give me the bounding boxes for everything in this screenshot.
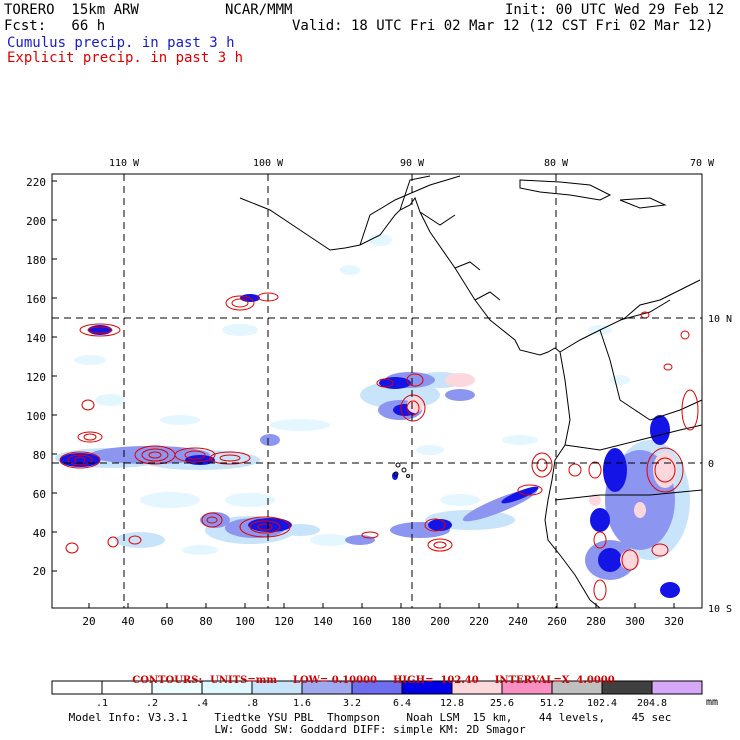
x-tick-label: 300 (625, 615, 645, 628)
x-tick-label: 220 (469, 615, 489, 628)
latitude-label: 0 (708, 459, 714, 470)
cumulus-precip-shading (55, 234, 690, 598)
x-tick-label: 40 (121, 615, 134, 628)
colorbar-labels: .1 .2 .4 .8 1.6 3.2 6.4 12.8 25.6 51.2 102.4 204.8 (96, 698, 667, 709)
init-time: Init: 00 UTC Wed 29 Feb 12 (505, 2, 725, 18)
colorbar-label: 12.8 (440, 698, 464, 709)
contour-units: UNITS=mm (210, 675, 277, 686)
colorbar-label: .4 (196, 698, 208, 709)
model-title: TORERO 15km ARW (4, 2, 139, 18)
colorbar-cell (651, 680, 703, 695)
y-tick-label: 60 (33, 488, 46, 501)
x-tick-label: 280 (586, 615, 606, 628)
x-tick-label: 60 (160, 615, 173, 628)
latitude-labels: 10 N 0 10 S (708, 314, 732, 615)
longitude-labels: 110 W 100 W 90 W 80 W 70 W (109, 158, 715, 169)
contour-title: CONTOURS: (132, 675, 203, 686)
y-tick-label: 160 (26, 293, 46, 306)
valid-time: Valid: 18 UTC Fri 02 Mar 12 (12 CST Fri … (292, 18, 714, 34)
x-tick-label: 120 (274, 615, 294, 628)
colorbar-label: .2 (146, 698, 158, 709)
x-tick-label: 140 (313, 615, 333, 628)
colorbar-label: .1 (96, 698, 108, 709)
colorbar-label: 51.2 (540, 698, 564, 709)
longitude-label: 110 W (109, 158, 140, 169)
x-tick-label: 20 (82, 615, 95, 628)
forecast-hour: Fcst: 66 h (4, 18, 106, 34)
organization-label: NCAR/MMM (225, 2, 293, 18)
y-tick-label: 220 (26, 176, 46, 189)
colorbar-label: 3.2 (343, 698, 361, 709)
y-tick-label: 40 (33, 527, 46, 540)
colorbar-label: 6.4 (393, 698, 411, 709)
cumulus-precip-label: Cumulus precip. in past 3 h (7, 35, 235, 51)
longitude-label: 70 W (690, 158, 715, 169)
contour-low: LOW= 0.10000 (292, 675, 377, 686)
x-tick-label: 260 (547, 615, 567, 628)
x-tick-label: 200 (430, 615, 450, 628)
contour-interval: INTERVAL=X 4.0000 (494, 675, 615, 686)
y-tick-label: 80 (33, 449, 46, 462)
x-tick-label: 80 (199, 615, 212, 628)
y-tick-label: 20 (33, 565, 46, 578)
x-tick-label: 100 (235, 615, 255, 628)
y-axis-labels: 20 40 60 80 100 120 140 160 180 200 220 (26, 176, 46, 578)
y-tick-label: 200 (26, 215, 46, 228)
longitude-label: 80 W (544, 158, 569, 169)
x-tick-label: 320 (664, 615, 684, 628)
latitude-label: 10 S (708, 604, 732, 615)
explicit-precip-contours (59, 292, 699, 601)
contour-high: HIGH= 102.40 (392, 675, 479, 686)
y-axis-ticks (52, 180, 57, 572)
explicit-precip-label: Explicit precip. in past 3 h (7, 50, 244, 66)
y-tick-label: 140 (26, 332, 46, 345)
precip-colorbar (51, 680, 703, 695)
colorbar-label: 1.6 (293, 698, 311, 709)
colorbar-label: .8 (246, 698, 258, 709)
contour-info: CONTOURS: UNITS=mm LOW= 0.10000 HIGH= 102.4… (0, 664, 740, 686)
map-border (51, 173, 703, 609)
colorbar-unit: mm (706, 697, 718, 708)
x-tick-label: 160 (352, 615, 372, 628)
longitude-label: 90 W (400, 158, 425, 169)
longitude-label: 100 W (253, 158, 284, 169)
land-outline (239, 175, 703, 609)
y-tick-label: 180 (26, 254, 46, 267)
x-axis-ticks (88, 603, 675, 608)
model-info-line2: LW: Godd SW: Goddard DIFF: simple KM: 2D… (214, 723, 526, 736)
lat-lon-grid (52, 174, 702, 608)
x-axis-labels: 20 40 60 80 100 120 140 160 180 200 220 … (82, 615, 684, 628)
colorbar-label: 102.4 (587, 698, 617, 709)
colorbar-label: 25.6 (490, 698, 514, 709)
x-tick-label: 180 (391, 615, 411, 628)
y-tick-label: 120 (26, 371, 46, 384)
latitude-label: 10 N (708, 314, 732, 325)
y-tick-label: 100 (26, 410, 46, 423)
x-tick-label: 240 (508, 615, 528, 628)
model-info-line1: Model Info: V3.3.1 Tiedtke YSU PBL Thomp… (68, 711, 672, 724)
colorbar-label: 204.8 (637, 698, 667, 709)
